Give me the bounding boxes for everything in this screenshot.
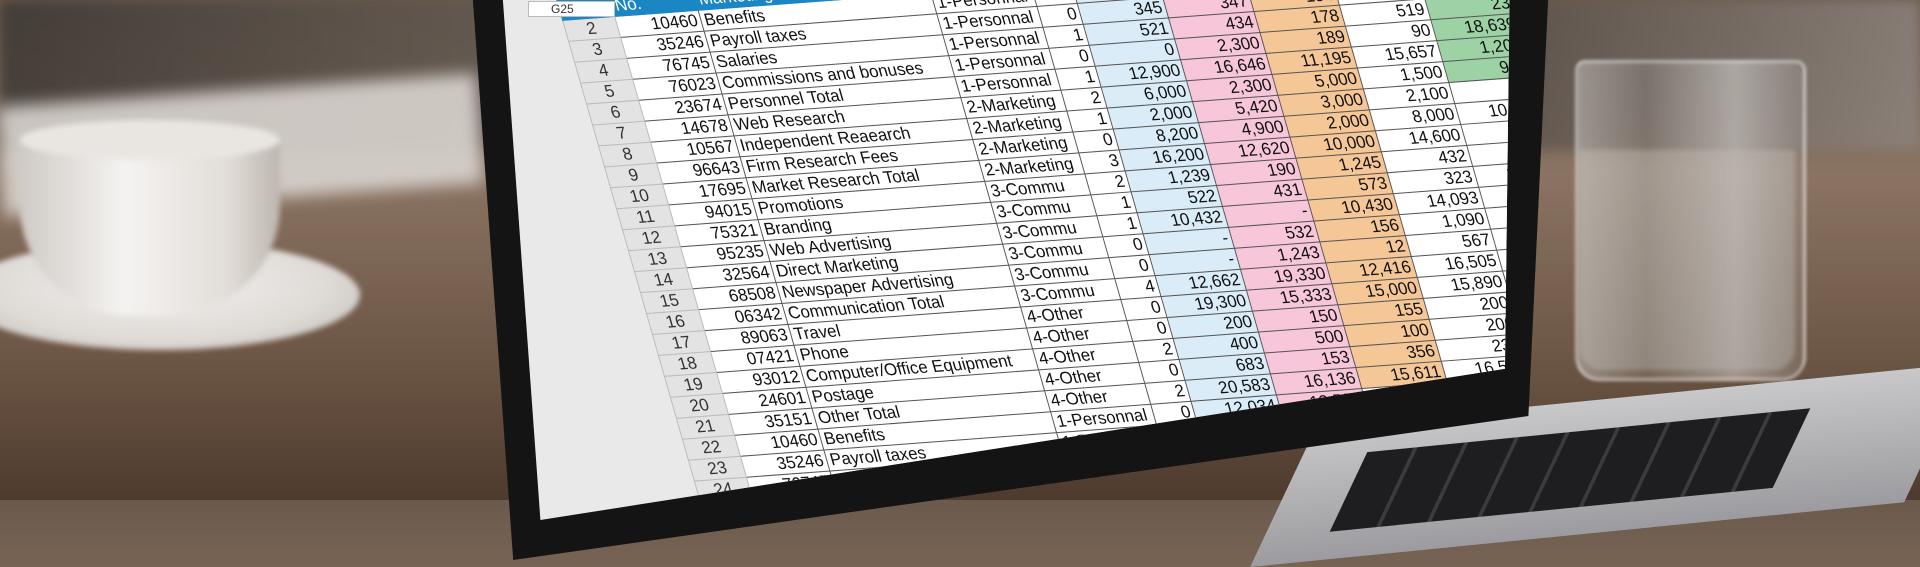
cell[interactable]: 2 (1180, 506, 1227, 520)
cell[interactable]: 2 (1144, 380, 1191, 405)
coffee-cup (20, 135, 280, 315)
cell[interactable]: 1-Personnal (1074, 488, 1181, 517)
cell[interactable]: 1 (1174, 485, 1221, 510)
cell[interactable]: 0 (1036, 3, 1084, 28)
coffee-cup-rim (20, 120, 280, 160)
cell[interactable]: 1 (1066, 108, 1114, 133)
name-box-value[interactable]: G25 (528, 1, 615, 17)
cell[interactable]: 2-Marketing (1080, 509, 1187, 520)
cell[interactable]: 1 (1096, 212, 1144, 237)
water-glass (1575, 60, 1806, 381)
cell[interactable]: 4 (1114, 275, 1162, 300)
cell[interactable]: Web Research (847, 516, 1087, 520)
cell[interactable]: 2 (1060, 87, 1108, 112)
name-box[interactable]: G25 (528, 1, 615, 17)
cell[interactable]: 0 (1108, 254, 1156, 279)
cell[interactable]: 0 (1072, 129, 1120, 153)
cell[interactable]: 2 (1084, 170, 1132, 195)
cell[interactable]: 0 (1126, 317, 1173, 342)
water (1580, 150, 1795, 370)
cell[interactable]: 1 (1090, 191, 1138, 216)
cell[interactable]: 1 (1054, 66, 1102, 91)
cell[interactable]: 0 (1048, 45, 1096, 70)
cell[interactable]: 1 (1042, 24, 1090, 49)
cell[interactable]: 2 (1132, 338, 1179, 363)
cell[interactable]: 0 (1138, 359, 1185, 384)
cell[interactable]: 0 (1102, 233, 1150, 258)
cell[interactable]: 3 (1078, 149, 1126, 174)
cell[interactable]: 0 (1168, 464, 1215, 489)
cell[interactable]: 0 (1208, 457, 1301, 486)
cell[interactable]: 0 (1120, 296, 1167, 321)
